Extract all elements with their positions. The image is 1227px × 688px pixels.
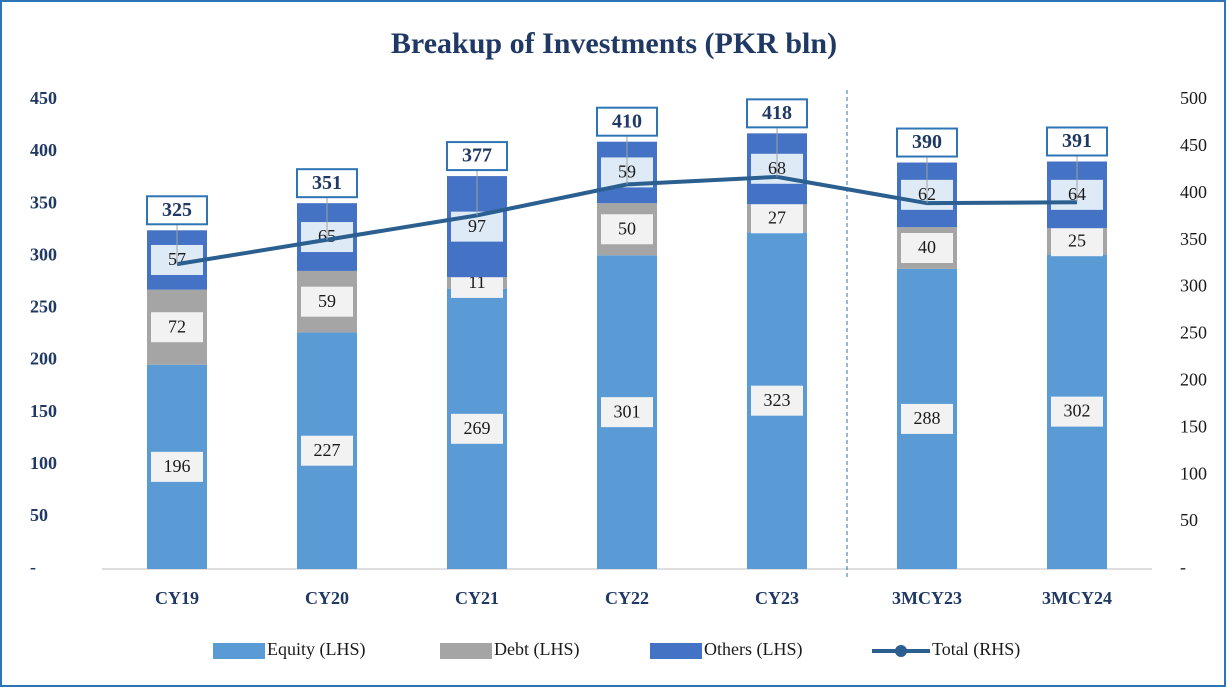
value-label-box: [751, 203, 803, 234]
value-label: 269: [464, 418, 491, 438]
value-label: 40: [918, 237, 936, 257]
legend-swatch: [650, 643, 702, 659]
value-label: 323: [764, 390, 791, 410]
y2-tick-label: 300: [1180, 276, 1207, 296]
value-label-box: [901, 232, 953, 263]
x-tick-label: CY19: [155, 588, 199, 608]
value-label-box: [151, 312, 203, 343]
value-label: 72: [168, 316, 186, 336]
y2-tick-label: 450: [1180, 135, 1207, 155]
total-label-box: [146, 195, 208, 226]
y-tick-label: 400: [30, 140, 57, 160]
value-label: 196: [164, 456, 191, 476]
total-label-box: [446, 141, 508, 172]
total-label: 410: [612, 110, 642, 132]
value-label-box: [301, 286, 353, 317]
value-label-box: [601, 214, 653, 245]
value-label: 227: [314, 440, 341, 460]
total-label-box: [746, 98, 808, 129]
y2-tick-label: 200: [1180, 370, 1207, 390]
legend-label: Total (RHS): [932, 639, 1020, 660]
value-label-box: [1051, 396, 1103, 427]
value-label: 25: [1068, 230, 1086, 250]
x-tick-label: 3MCY24: [1042, 588, 1112, 608]
x-tick-label: CY20: [305, 588, 349, 608]
legend-label: Others (LHS): [704, 639, 802, 660]
y2-tick-label: 250: [1180, 323, 1207, 343]
y2-tick-label: 150: [1180, 416, 1207, 436]
total-label: 377: [462, 145, 492, 167]
value-label-box: [901, 403, 953, 434]
x-tick-label: CY22: [605, 588, 649, 608]
y-tick-label: 150: [30, 401, 57, 421]
value-label: 27: [768, 207, 786, 227]
value-label-box: [601, 397, 653, 428]
chart-title: Breakup of Investments (PKR bln): [391, 27, 837, 60]
value-label: 288: [914, 408, 941, 428]
legend-swatch: [440, 643, 492, 659]
legend-marker: [895, 645, 907, 657]
value-label-box: [751, 385, 803, 416]
value-label-box: [1051, 226, 1103, 257]
total-label-box: [296, 168, 358, 199]
value-label: 50: [618, 218, 636, 238]
y-tick-label: 200: [30, 349, 57, 369]
y2-tick-label: 400: [1180, 182, 1207, 202]
y2-tick-label: 350: [1180, 229, 1207, 249]
total-label: 391: [1062, 130, 1092, 152]
x-tick-label: CY23: [755, 588, 799, 608]
y-tick-label: 350: [30, 192, 57, 212]
total-label: 418: [762, 102, 792, 124]
total-label: 325: [162, 199, 192, 221]
legend-label: Equity (LHS): [267, 639, 366, 660]
total-label-box: [596, 106, 658, 137]
y2-tick-label: 500: [1180, 88, 1207, 108]
value-label-box: [451, 413, 503, 444]
y2-tick-label: 50: [1180, 510, 1198, 530]
x-tick-label: 3MCY23: [892, 588, 962, 608]
y-tick-label: 50: [30, 505, 48, 525]
y2-tick-label: -: [1180, 557, 1186, 577]
value-label-box: [301, 435, 353, 466]
legend-label: Debt (LHS): [494, 639, 579, 660]
value-label: 301: [614, 401, 641, 421]
total-label: 351: [312, 172, 342, 194]
total-label-box: [896, 127, 958, 158]
y-tick-label: 450: [30, 88, 57, 108]
total-label-box: [1046, 126, 1108, 157]
x-tick-label: CY21: [455, 588, 499, 608]
y2-tick-label: 100: [1180, 463, 1207, 483]
value-label: 59: [318, 291, 336, 311]
value-label: 302: [1064, 401, 1091, 421]
y-tick-label: 100: [30, 453, 57, 473]
y-tick-label: 250: [30, 297, 57, 317]
value-label: 97: [468, 216, 486, 236]
y-tick-label: -: [30, 557, 36, 577]
value-label-box: [151, 451, 203, 482]
total-label: 390: [912, 131, 942, 153]
legend-swatch: [213, 643, 265, 659]
y-tick-label: 300: [30, 244, 57, 264]
